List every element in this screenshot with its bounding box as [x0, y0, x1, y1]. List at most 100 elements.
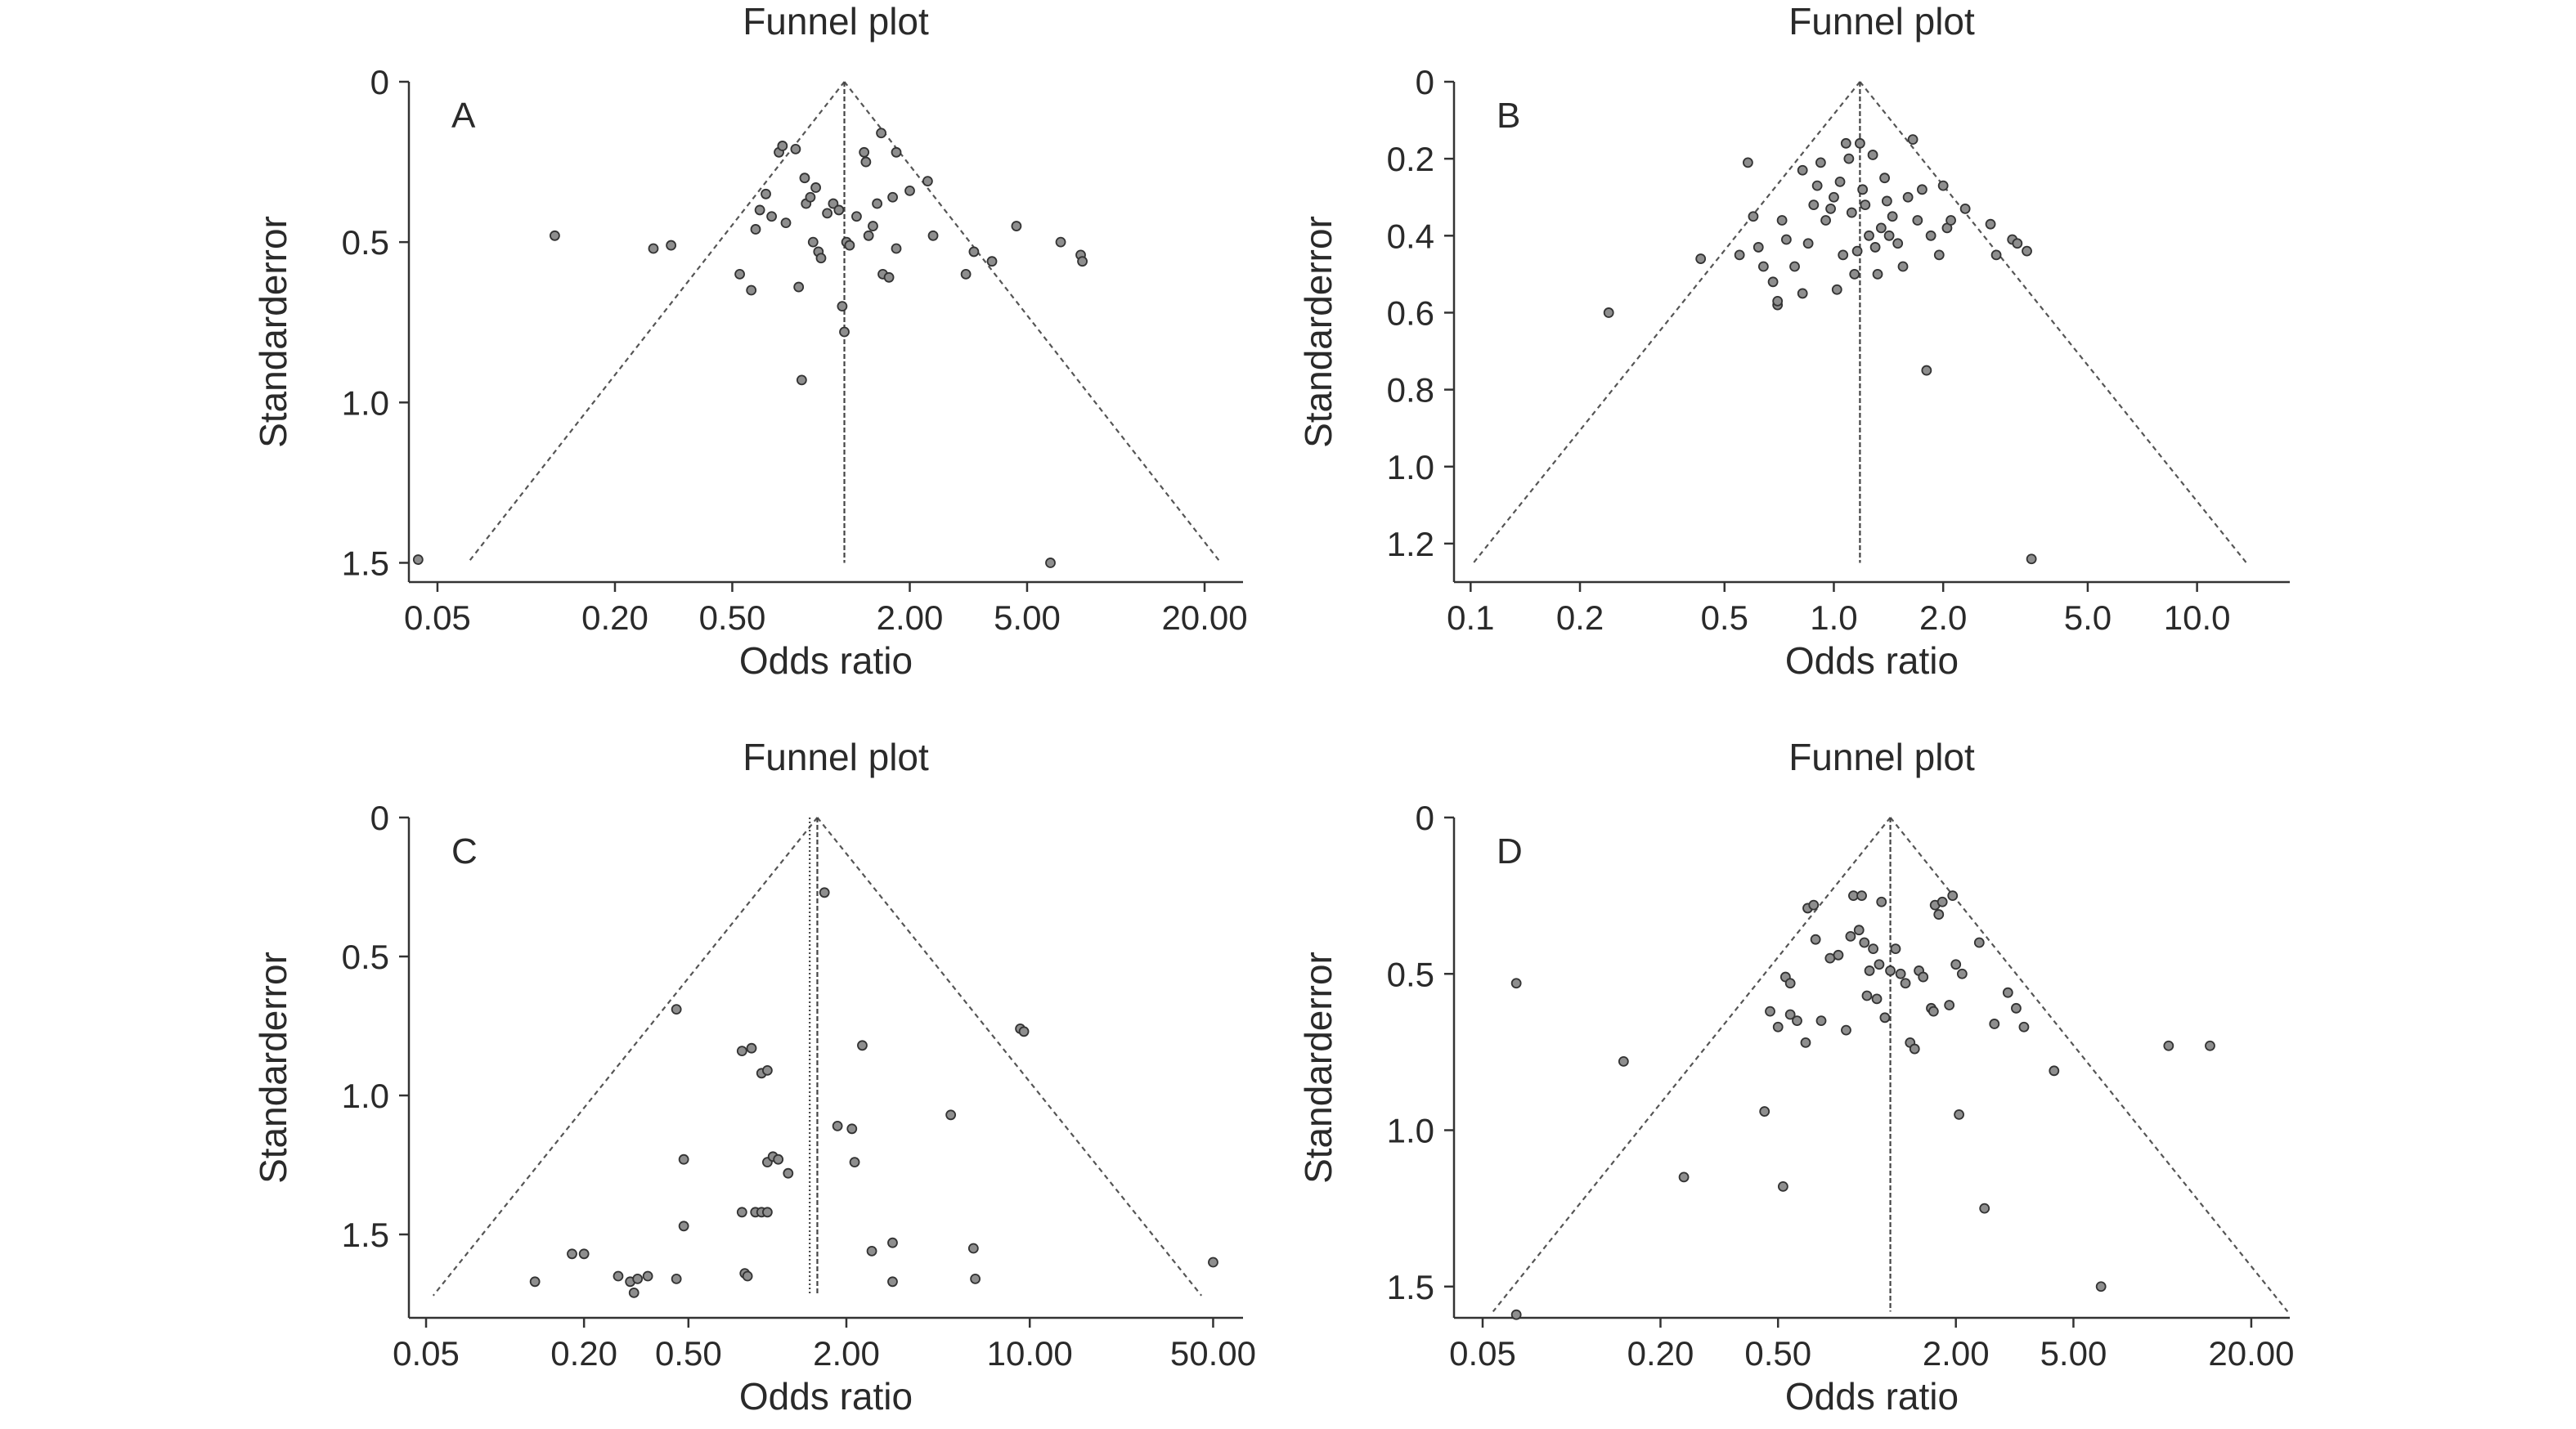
y-tick-label: 1.5 — [342, 1216, 389, 1254]
study-point — [529, 1276, 541, 1288]
study-point — [1872, 268, 1883, 280]
study-point — [1881, 195, 1892, 207]
chart-title: Funnel plot — [1788, 736, 1975, 778]
study-point — [1834, 176, 1846, 187]
study-point — [678, 1221, 689, 1232]
study-point — [1860, 199, 1871, 211]
study-point — [1772, 1021, 1784, 1033]
study-point — [412, 554, 424, 565]
x-tick-label: 20.00 — [2208, 1334, 2294, 1373]
study-point — [780, 217, 792, 229]
chart-title: Funnel plot — [743, 736, 929, 778]
study-point — [887, 1237, 898, 1248]
study-point — [922, 176, 933, 187]
study-point — [1808, 899, 1820, 911]
study-point — [736, 1207, 747, 1218]
study-point — [1876, 896, 1887, 907]
study-point — [1925, 230, 1936, 241]
study-point — [578, 1248, 590, 1260]
study-point — [828, 198, 839, 209]
study-point — [1833, 949, 1844, 961]
study-point — [876, 128, 886, 139]
study-point — [883, 271, 895, 283]
study-point — [1772, 295, 1784, 307]
x-tick-label: 5.00 — [994, 598, 1061, 637]
study-point — [822, 208, 833, 219]
funnel-right-line — [1889, 817, 2289, 1313]
study-point — [1887, 211, 1898, 222]
x-tick-label: 0.50 — [655, 1334, 722, 1373]
study-point — [1869, 242, 1881, 253]
x-tick-label: 10.0 — [2164, 598, 2231, 637]
study-point — [1815, 157, 1826, 168]
study-point — [859, 146, 870, 158]
study-point — [2026, 553, 2037, 565]
study-point — [734, 268, 745, 280]
study-point — [1811, 180, 1823, 191]
study-point — [1985, 218, 1996, 230]
study-point — [844, 240, 855, 251]
x-tick-label: 5.00 — [2040, 1334, 2107, 1373]
study-point — [1859, 937, 1870, 948]
x-tick-label: 0.20 — [581, 598, 648, 637]
study-point — [1864, 965, 1875, 976]
study-point — [868, 221, 878, 231]
study-point — [1918, 971, 1929, 983]
x-tick-label: 2.0 — [1919, 598, 1967, 637]
study-point — [807, 236, 819, 248]
study-point — [1897, 261, 1909, 272]
x-tick-label: 0.05 — [404, 598, 471, 637]
study-point — [1944, 1000, 1955, 1010]
study-point — [863, 230, 874, 241]
study-point — [1678, 1171, 1690, 1183]
panel-d: Funnel plot D 0.05 0.20 0.50 2.00 5.00 20.00 0 0.… — [1297, 736, 2294, 1418]
study-point — [1838, 249, 1849, 261]
x-tick-label: 0.05 — [1449, 1334, 1516, 1373]
study-point — [761, 1065, 773, 1076]
study-point — [799, 172, 810, 184]
study-point — [777, 141, 788, 151]
x-tick-label: 10.00 — [987, 1334, 1073, 1373]
study-point — [1776, 215, 1788, 226]
study-point — [1742, 157, 1753, 168]
study-point — [1510, 978, 1522, 989]
study-point — [1777, 1180, 1788, 1192]
study-point — [986, 256, 998, 267]
funnel-left-line — [432, 817, 819, 1297]
study-point — [1900, 978, 1911, 989]
x-tick-label: 0.05 — [393, 1334, 460, 1373]
study-point — [970, 1274, 981, 1284]
y-tick-label: 1.0 — [1387, 1112, 1434, 1150]
y-tick-label: 1.5 — [1387, 1268, 1434, 1306]
panel-letter: A — [451, 96, 476, 136]
x-tick-label: 0.50 — [699, 598, 766, 637]
study-point — [1921, 365, 1932, 376]
study-point — [1748, 211, 1759, 222]
study-point — [671, 1274, 682, 1284]
study-point — [1947, 890, 1959, 902]
study-point — [967, 1243, 979, 1254]
study-point — [891, 146, 902, 158]
study-point — [1950, 959, 1962, 970]
x-tick-label: 50.00 — [1170, 1334, 1256, 1373]
chart-title: Funnel plot — [743, 0, 929, 43]
study-point — [1945, 215, 1956, 226]
study-point — [904, 185, 915, 196]
study-point — [832, 1121, 843, 1131]
study-point — [1759, 1106, 1770, 1117]
x-axis-label: Odds ratio — [739, 639, 913, 682]
study-point — [783, 1167, 794, 1179]
panel-letter: D — [1497, 831, 1523, 871]
study-point — [891, 243, 902, 254]
study-point — [1815, 1015, 1827, 1027]
study-point — [1765, 1006, 1775, 1017]
y-tick-label: 0.5 — [342, 223, 389, 262]
x-axis-label: Odds ratio — [1785, 639, 1959, 682]
y-tick-label: 0 — [370, 799, 389, 837]
x-tick-label: 2.00 — [813, 1334, 880, 1373]
study-point — [1695, 253, 1707, 264]
study-point — [628, 1288, 640, 1298]
study-point — [678, 1154, 689, 1165]
y-tick-label: 1.0 — [1387, 448, 1434, 486]
study-point — [1843, 153, 1855, 164]
